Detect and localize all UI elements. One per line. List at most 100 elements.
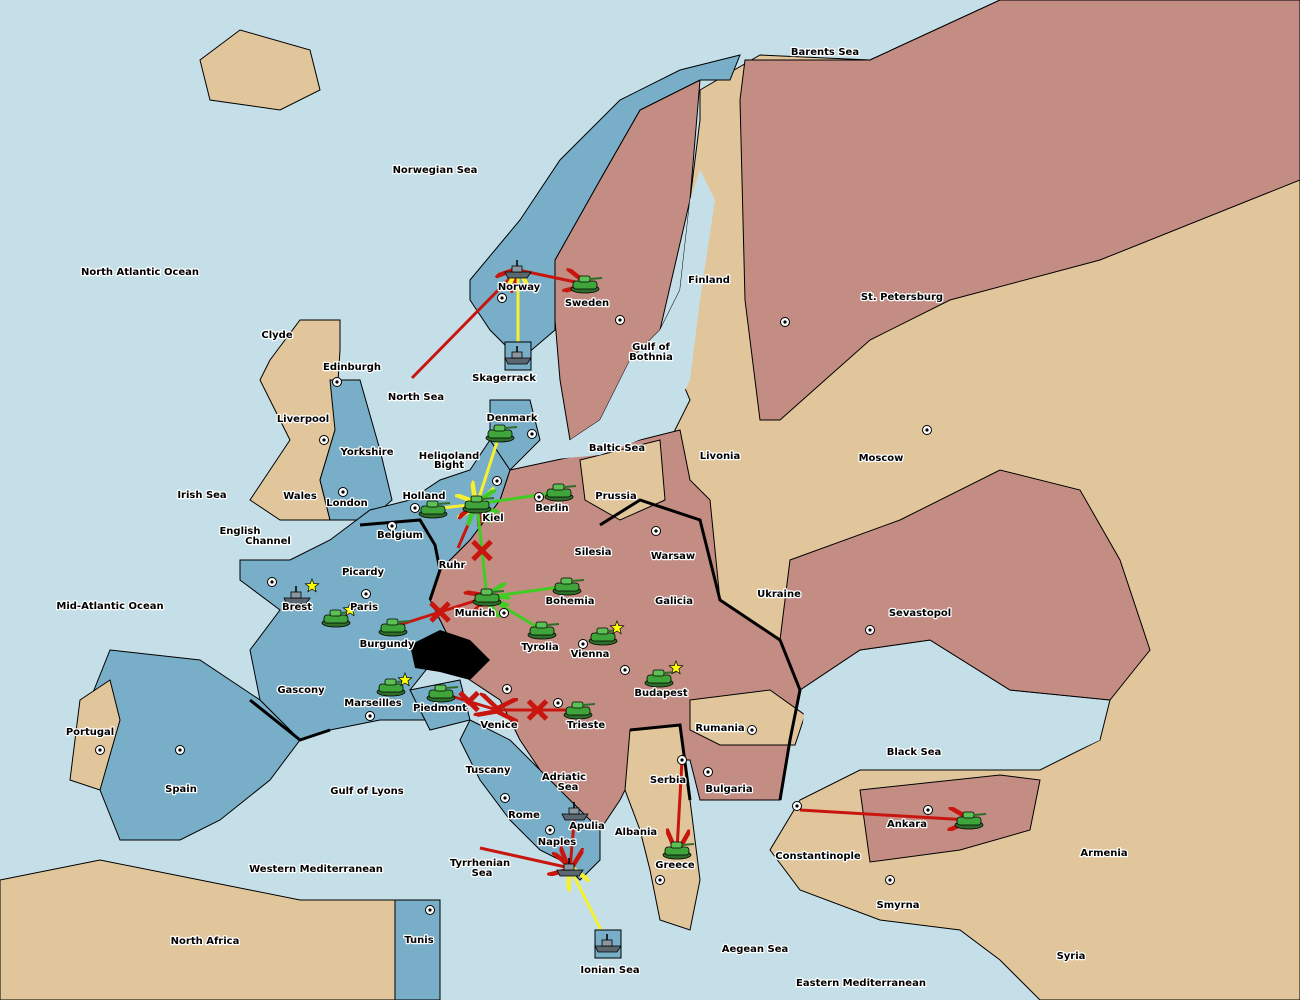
province-label: Rumania xyxy=(695,723,744,734)
province-label: Sweden xyxy=(565,298,609,309)
fleet-ship-icon[interactable] xyxy=(504,260,532,279)
army-tank-icon[interactable] xyxy=(321,609,354,628)
army-tank-icon[interactable] xyxy=(472,588,505,607)
supply-center-icon xyxy=(492,476,502,486)
supply-center-icon xyxy=(319,435,329,445)
province-label: Black Sea xyxy=(887,747,942,758)
province-label: Skagerrack xyxy=(472,373,536,384)
fleet-ship-icon[interactable] xyxy=(504,341,532,371)
supply-center-icon xyxy=(655,875,665,885)
army-tank-icon[interactable] xyxy=(552,577,585,596)
supply-center-icon xyxy=(410,503,420,513)
fleet-ship-icon[interactable] xyxy=(283,586,311,605)
baltic-sea-water xyxy=(545,170,715,460)
army-tank-icon[interactable] xyxy=(570,275,603,294)
order-arrow-red xyxy=(677,759,682,850)
province-label: Yorkshire xyxy=(340,447,394,458)
province-label: Gulf of xyxy=(632,342,670,353)
army-tank-icon[interactable] xyxy=(462,495,495,514)
supply-center-icon xyxy=(387,521,397,531)
province-label: Liverpool xyxy=(277,414,329,425)
supply-center-icon xyxy=(267,577,277,587)
province-label: Tyrrhenian xyxy=(450,858,510,869)
province-label: Bothnia xyxy=(629,352,673,363)
province-label: Belgium xyxy=(377,530,423,541)
star-icon xyxy=(609,620,625,635)
province-label: Livonia xyxy=(700,451,740,462)
failed-order-x-icon xyxy=(429,601,451,623)
region-iceland xyxy=(199,29,321,111)
province-label: Denmark xyxy=(487,413,538,424)
units-layer[interactable] xyxy=(283,260,987,959)
order-arrow-red xyxy=(799,810,969,820)
province-label: North Sea xyxy=(388,392,444,403)
army-tank-icon[interactable] xyxy=(378,618,411,637)
region-north-africa xyxy=(0,859,396,1000)
province-label: Eastern Mediterranean xyxy=(796,978,926,989)
army-tank-icon[interactable] xyxy=(954,811,987,830)
army-tank-icon[interactable] xyxy=(662,841,695,860)
failed-order-x-icon xyxy=(526,699,549,721)
province-label: Edinburgh xyxy=(323,362,381,373)
province-label: Vienna xyxy=(571,649,610,660)
supply-center-icon xyxy=(885,875,895,885)
province-label: Prussia xyxy=(595,491,636,502)
province-label: Tunis xyxy=(404,935,433,946)
province-label: Sea xyxy=(558,782,579,793)
province-label: Irish Sea xyxy=(177,490,226,501)
province-label: Picardy xyxy=(342,567,385,578)
province-label: Apulia xyxy=(569,821,605,832)
province-label: Venice xyxy=(480,720,517,731)
fleet-ship-icon[interactable] xyxy=(556,858,584,877)
province-label: Naples xyxy=(538,837,576,848)
supply-center-icon xyxy=(747,725,757,735)
labels-layer: Barents Sea Norwegian Sea North Atlantic O… xyxy=(55,46,1129,991)
province-label: Sea xyxy=(472,868,493,879)
star-icon xyxy=(397,672,413,687)
region-portugal xyxy=(69,679,121,791)
supply-center-icon xyxy=(922,425,932,435)
army-tank-icon[interactable] xyxy=(418,500,451,519)
province-label: Barents Sea xyxy=(791,47,859,58)
supply-center-icon xyxy=(620,665,630,675)
region-tunis xyxy=(394,899,441,1000)
army-tank-icon[interactable] xyxy=(527,621,560,640)
fleet-ship-icon[interactable] xyxy=(561,802,589,821)
supply-center-icon xyxy=(615,315,625,325)
province-label: Kiel xyxy=(482,513,503,524)
province-label: Mid-Atlantic Ocean xyxy=(56,601,163,612)
province-label: Burgundy xyxy=(360,639,415,650)
province-label: Bulgaria xyxy=(705,784,752,795)
province-label: Piedmont xyxy=(413,703,467,714)
supply-center-icon xyxy=(780,317,790,327)
supply-center-icon xyxy=(703,767,713,777)
province-label: Warsaw xyxy=(651,551,695,562)
province-label: Greece xyxy=(655,860,695,871)
army-tank-icon[interactable] xyxy=(544,483,577,502)
supply-center-icon xyxy=(527,429,537,439)
supply-centers-layer xyxy=(95,293,933,915)
army-tank-icon[interactable] xyxy=(563,701,596,720)
army-tank-icon[interactable] xyxy=(376,678,409,697)
supply-center-icon xyxy=(792,801,802,811)
fleet-ship-icon[interactable] xyxy=(594,929,622,959)
province-label: Bight xyxy=(434,460,464,471)
black-sea-water xyxy=(800,645,1100,768)
supply-center-icon xyxy=(338,487,348,497)
province-label: Gascony xyxy=(277,685,325,696)
army-tank-icon[interactable] xyxy=(485,424,518,443)
province-label: Albania xyxy=(615,827,657,838)
province-label: Spain xyxy=(165,784,197,795)
star-icon xyxy=(342,602,358,617)
supply-center-icon xyxy=(497,293,507,303)
army-tank-icon[interactable] xyxy=(426,684,459,703)
supply-center-icon xyxy=(502,684,512,694)
supply-center-icon xyxy=(865,625,875,635)
army-tank-icon[interactable] xyxy=(644,669,677,688)
region-st-petersburg xyxy=(739,0,1300,421)
province-label: Serbia xyxy=(650,775,686,786)
order-arrow-red xyxy=(410,270,518,380)
province-label: Rome xyxy=(508,810,540,821)
